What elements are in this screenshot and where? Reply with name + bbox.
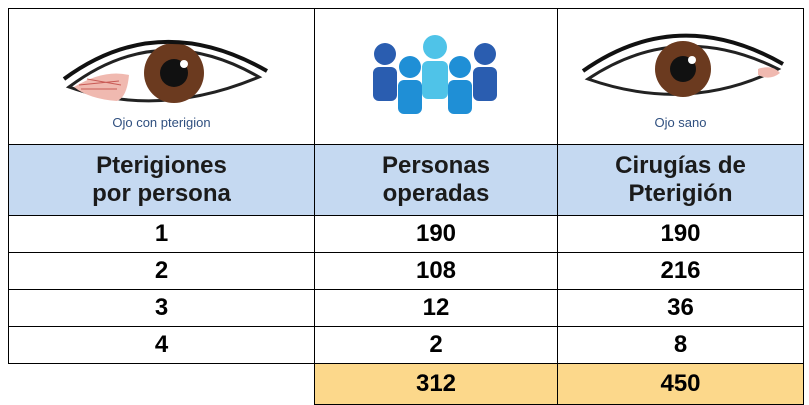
data-cell: 12 — [314, 289, 558, 327]
data-cell: 190 — [557, 215, 804, 253]
data-cell: 36 — [557, 289, 804, 327]
column-header: Pterigiones por persona — [8, 144, 315, 216]
total-cell: 450 — [557, 363, 804, 405]
eye-icon — [62, 40, 268, 103]
caption: Ojo sano — [654, 115, 707, 130]
data-cell: 1 — [8, 215, 315, 253]
image-row: Ojo con pterigion Ojo sano — [8, 8, 804, 145]
data-row: 2 108 216 — [8, 252, 804, 290]
data-cell: 8 — [557, 326, 804, 364]
data-cell: 108 — [314, 252, 558, 290]
image-cell — [314, 8, 558, 145]
column-header: Personas operadas — [314, 144, 558, 216]
eye-icon — [581, 33, 784, 97]
header-row: Pterigiones por persona Personas operada… — [8, 144, 804, 216]
totals-row: 312 450 — [8, 363, 804, 405]
column-header: Cirugías de Pterigión — [557, 144, 804, 216]
data-cell: 190 — [314, 215, 558, 253]
image-cell: Ojo sano — [557, 8, 804, 145]
table-wrap: Ojo con pterigion Ojo sano Pteri — [8, 8, 804, 405]
table-body: 1 190 190 2 108 216 3 12 36 4 2 8 — [8, 215, 804, 364]
data-cell: 4 — [8, 326, 315, 364]
data-cell: 3 — [8, 289, 315, 327]
data-cell: 216 — [557, 252, 804, 290]
table: Ojo con pterigion Ojo sano Pteri — [8, 8, 804, 405]
data-row: 1 190 190 — [8, 215, 804, 253]
data-row: 3 12 36 — [8, 289, 804, 327]
blank-cell — [8, 363, 315, 405]
data-cell: 2 — [314, 326, 558, 364]
total-cell: 312 — [314, 363, 558, 405]
caption: Ojo con pterigion — [112, 115, 211, 130]
data-cell: 2 — [8, 252, 315, 290]
people-icon — [373, 35, 497, 114]
image-cell: Ojo con pterigion — [8, 8, 315, 145]
